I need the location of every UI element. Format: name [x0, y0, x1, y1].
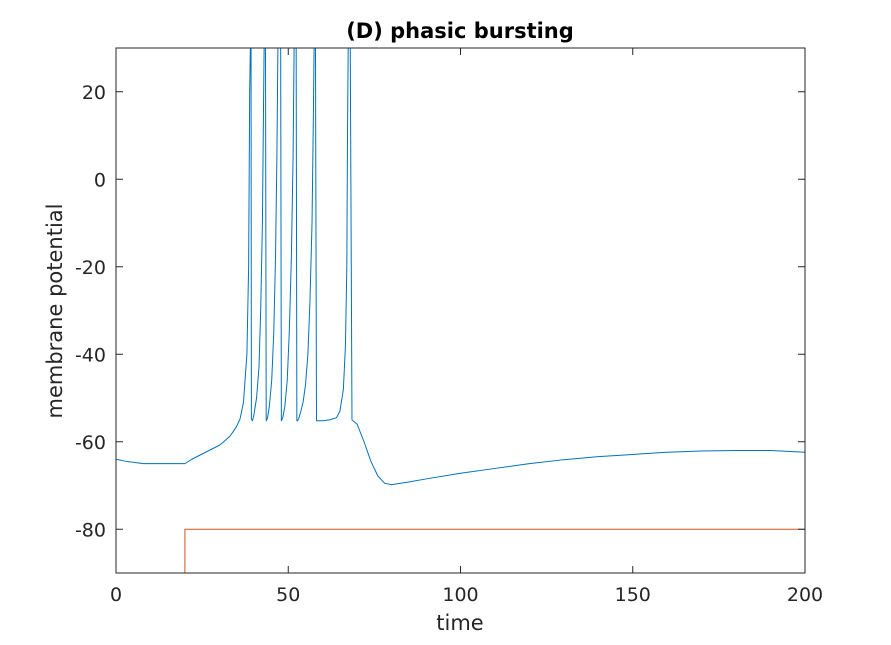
y-tick-label: -40	[75, 344, 106, 366]
x-tick-label: 50	[276, 584, 300, 606]
series-layer	[116, 48, 805, 573]
series-1-line	[116, 48, 805, 486]
y-axis-ticks: -80 -60 -40 -20 0 20	[75, 82, 805, 541]
y-tick-label: 20	[82, 82, 106, 104]
x-tick-label: 100	[442, 584, 478, 606]
x-tick-label: 0	[110, 584, 122, 606]
x-axis-label: time	[436, 611, 483, 635]
x-tick-label: 200	[787, 584, 823, 606]
series-2-line	[116, 528, 805, 573]
axes-background	[116, 48, 805, 573]
chart-title: (D) phasic bursting	[346, 19, 574, 43]
x-axis-ticks: 0 50 100 150 200	[110, 48, 823, 606]
y-tick-label: 0	[94, 169, 106, 191]
y-tick-label: -80	[75, 519, 106, 541]
y-tick-label: -60	[75, 432, 106, 454]
x-tick-label: 150	[615, 584, 651, 606]
y-tick-label: -20	[75, 257, 106, 279]
y-axis-label: membrane potential	[43, 204, 67, 419]
